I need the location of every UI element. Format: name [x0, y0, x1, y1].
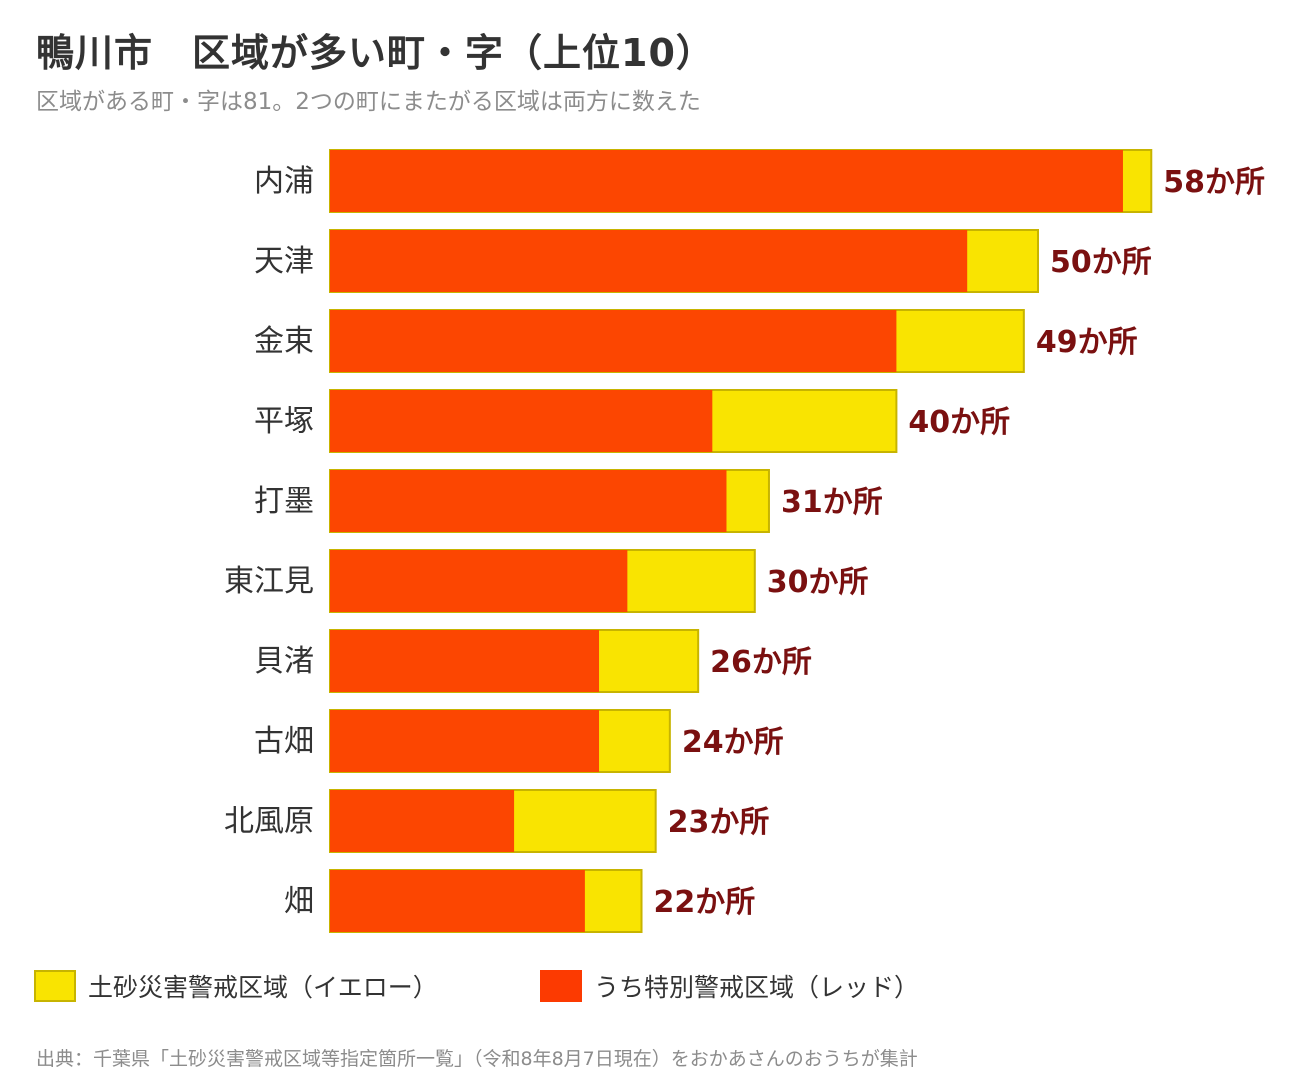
legend: 土砂災害警戒区域（イエロー） うち特別警戒区域（レッド） — [0, 968, 1300, 1012]
value-label-9: 22か所 — [654, 885, 756, 920]
legend-swatch-yellow — [34, 970, 76, 1002]
value-label-5: 30か所 — [767, 565, 869, 600]
legend-item-red: うち特別警戒区域（レッド） — [540, 968, 919, 1004]
legend-swatch-red — [540, 970, 582, 1002]
category-label-9: 畑 — [284, 884, 314, 919]
value-label-6: 26か所 — [710, 645, 812, 680]
category-label-6: 貝渚 — [254, 644, 314, 679]
legend-item-yellow: 土砂災害警戒区域（イエロー） — [34, 968, 438, 1004]
bar-red-0 — [330, 150, 1123, 212]
category-label-4: 打墨 — [254, 484, 314, 519]
bar-red-6 — [330, 630, 600, 692]
category-label-1: 天津 — [254, 244, 314, 279]
bar-red-9 — [330, 870, 585, 932]
value-label-2: 49か所 — [1036, 325, 1138, 360]
bar-red-2 — [330, 310, 897, 372]
category-label-0: 内浦 — [254, 164, 314, 199]
bar-red-3 — [330, 390, 713, 452]
bar-red-5 — [330, 550, 628, 612]
legend-label-red: うち特別警戒区域（レッド） — [594, 973, 920, 1002]
category-label-2: 金束 — [254, 324, 314, 359]
category-label-5: 東江見 — [224, 564, 314, 599]
chart-subtitle: 区域がある町・字は81。2つの町にまたがる区域は両方に数えた — [36, 89, 701, 115]
value-label-3: 40か所 — [908, 405, 1010, 440]
source-note: 出典：千葉県「土砂災害警戒区域等指定箇所一覧」（令和8年8月7日現在）をおかあさ… — [36, 1048, 918, 1070]
bar-red-1 — [330, 230, 968, 292]
value-label-8: 23か所 — [668, 805, 770, 840]
category-label-3: 平塚 — [254, 404, 314, 439]
category-label-7: 古畑 — [254, 724, 314, 759]
legend-label-yellow: 土砂災害警戒区域（イエロー） — [88, 973, 438, 1002]
value-label-1: 50か所 — [1050, 245, 1152, 280]
value-label-4: 31か所 — [781, 485, 883, 520]
value-label-0: 58か所 — [1163, 165, 1265, 200]
chart-title: 鴨川市 区域が多い町・字（上位10） — [36, 31, 715, 75]
bar-red-4 — [330, 470, 727, 532]
category-label-8: 北風原 — [224, 804, 314, 839]
value-label-7: 24か所 — [682, 725, 784, 760]
bar-red-7 — [330, 710, 600, 772]
bar-red-8 — [330, 790, 515, 852]
